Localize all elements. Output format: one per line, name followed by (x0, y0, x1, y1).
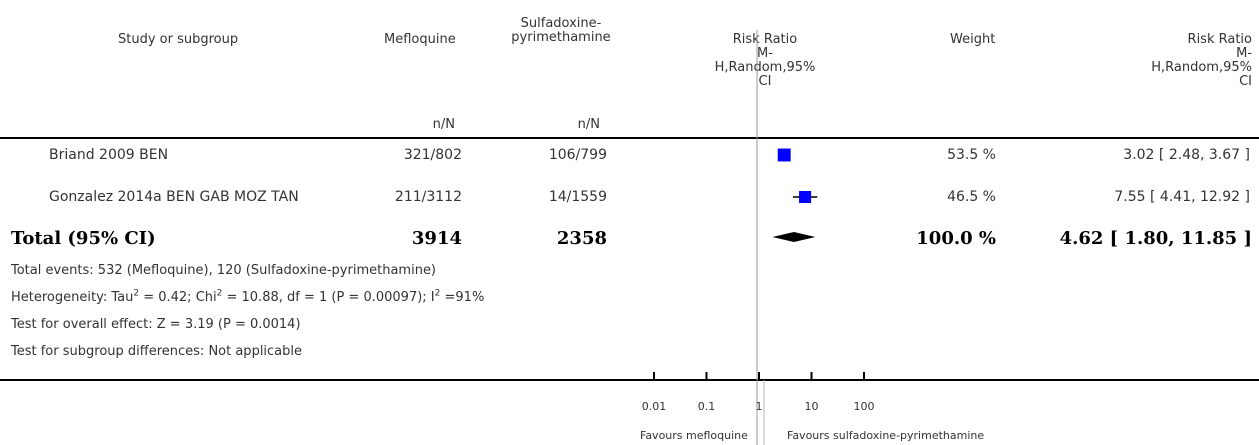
favours-left-label: Favours mefloquine (640, 429, 748, 442)
total-label: Total (95% CI) (11, 228, 156, 249)
header-plot-title: Risk Ratio M- H,Random,95% CI (714, 32, 816, 89)
total-events-note: Total events: 532 (Mefloquine), 120 (Sul… (11, 263, 437, 278)
heterogeneity-text: = 10.88, df = 1 (P = 0.00097); I (222, 290, 435, 305)
heterogeneity-text: = 0.42; Chi (139, 290, 217, 305)
total-ctrl: 2358 (556, 228, 607, 249)
study-ctrl: 106/799 (548, 147, 607, 163)
header-ctrl-nN: n/N (577, 117, 600, 132)
header-rule (0, 137, 1259, 139)
study-name: Gonzalez 2014a BEN GAB MOZ TAN (49, 189, 299, 205)
superscript: 2 (216, 288, 223, 299)
axis-tick-label: 0.01 (642, 400, 667, 413)
axis-tick-label: 100 (854, 400, 875, 413)
axis-tick-label: 0.1 (698, 400, 716, 413)
heterogeneity-text: =91% (440, 290, 485, 305)
axis-tick-label: 10 (805, 400, 819, 413)
study-ci: 3.02 [ 2.48, 3.67 ] (1123, 147, 1250, 163)
total-weight: 100.0 % (916, 228, 996, 249)
study-ci: 7.55 [ 4.41, 12.92 ] (1114, 189, 1250, 205)
study-exp: 211/3112 (394, 189, 462, 205)
footer-rule (0, 379, 1259, 381)
header-exp-nN: n/N (432, 117, 455, 132)
subgroup-note: Test for subgroup differences: Not appli… (11, 344, 303, 359)
study-marker (777, 148, 791, 162)
superscript: 2 (434, 288, 441, 299)
study-exp: 321/802 (403, 147, 462, 163)
header-experimental: Mefloquine (384, 32, 456, 47)
header-study: Study or subgroup (118, 32, 239, 47)
total-exp: 3914 (411, 228, 462, 249)
superscript: 2 (133, 288, 140, 299)
heterogeneity-text: Heterogeneity: Tau (11, 290, 134, 305)
study-weight: 53.5 % (947, 147, 996, 163)
header-control: Sulfadoxine- pyrimethamine (511, 16, 611, 45)
axis-tick-label: 1 (756, 400, 763, 413)
heterogeneity-note: Heterogeneity: Tau2 = 0.42; Chi2 = 10.88… (11, 288, 485, 305)
study-weight: 46.5 % (947, 189, 996, 205)
total-ci: 4.62 [ 1.80, 11.85 ] (1059, 228, 1252, 249)
study-name: Briand 2009 BEN (49, 147, 169, 163)
header-weight: Weight (950, 32, 996, 47)
header-risk-ratio: Risk Ratio M- H,Random,95% CI (1151, 32, 1252, 89)
study-ctrl: 14/1559 (548, 189, 607, 205)
study-marker (799, 190, 812, 204)
favours-right-label: Favours sulfadoxine-pyrimethamine (787, 429, 985, 442)
overall-effect-note: Test for overall effect: Z = 3.19 (P = 0… (11, 317, 301, 332)
summary-diamond (772, 232, 816, 242)
